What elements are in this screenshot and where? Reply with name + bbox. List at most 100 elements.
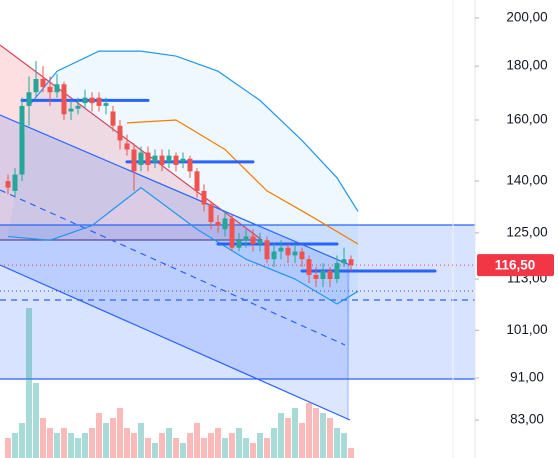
candle-body [5, 181, 11, 188]
y-tick-label: 91,00 [510, 370, 544, 385]
candle-body [222, 218, 228, 230]
candle-body [306, 259, 312, 275]
volume-bar [145, 438, 151, 458]
volume-bar [264, 438, 270, 458]
candle-body [180, 158, 186, 162]
range-box [0, 225, 475, 379]
volume-bar [194, 423, 200, 458]
candle-body [250, 236, 256, 244]
candle-body [334, 263, 340, 280]
candle-body [75, 105, 81, 109]
channel-fill [0, 115, 350, 420]
volume-bar [285, 418, 291, 458]
candle-body [159, 155, 165, 165]
candle-body [320, 270, 326, 280]
candle-body [313, 274, 319, 280]
volume-bar [229, 433, 235, 458]
band-fill [8, 51, 358, 304]
volume-bar [5, 438, 11, 458]
volume-bar [348, 448, 354, 458]
candle-body [173, 155, 179, 165]
volume-bar [26, 308, 32, 458]
trend-line [0, 44, 263, 241]
volume-bar [152, 443, 158, 458]
volume-bar [19, 423, 25, 458]
volume-bar [187, 433, 193, 458]
candle-body [208, 204, 214, 223]
volume-bar [327, 418, 333, 458]
volume-bar [75, 438, 81, 458]
volume-bar [89, 428, 95, 458]
volume-bar [131, 433, 137, 458]
volume-bar [292, 408, 298, 458]
volume-bar [124, 428, 130, 458]
y-tick-label: 83,00 [510, 412, 544, 427]
candle-body [278, 247, 284, 252]
y-tick-label: 180,00 [506, 58, 547, 73]
volume-bar [341, 433, 347, 458]
candle-body [96, 97, 102, 106]
volume-bar [117, 408, 123, 458]
volume-bar [236, 428, 242, 458]
candle-body [152, 155, 158, 162]
volume-bar [222, 438, 228, 458]
candle-body [26, 92, 32, 106]
candle-body [236, 240, 242, 248]
y-tick-label: 140,00 [506, 173, 547, 188]
volume-bar [313, 408, 319, 458]
last-price-label: 116,50 [495, 258, 536, 273]
volume-bar [334, 428, 340, 458]
candle-body [285, 247, 291, 256]
volume-bar [278, 413, 284, 458]
volume-bar [159, 433, 165, 458]
candle-body [138, 152, 144, 165]
volume-bar [306, 403, 312, 458]
volume-bar [138, 423, 144, 458]
candle-body [19, 105, 25, 175]
channel-bottom [0, 264, 351, 421]
volume-bar [166, 428, 172, 458]
volume-bar [12, 433, 18, 458]
candle-body [348, 259, 354, 266]
volume-bar [257, 433, 263, 458]
candle-body [327, 270, 333, 280]
candle-body [131, 149, 137, 172]
candle-body [33, 78, 39, 93]
candle-body [194, 171, 200, 191]
candle-body [187, 158, 193, 172]
last-price-box [477, 254, 554, 277]
volume-bar [110, 418, 116, 458]
candle-body [12, 174, 18, 191]
volume-bar [47, 428, 53, 458]
volume-bar [320, 413, 326, 458]
moving-average [126, 119, 359, 245]
volume-bar [96, 413, 102, 458]
volume-bar [271, 428, 277, 458]
volume-bar [173, 438, 179, 458]
volume-bar [40, 418, 46, 458]
candle-body [40, 78, 46, 87]
candle-body [243, 236, 249, 241]
candle-body [89, 97, 95, 104]
candle-body [124, 143, 130, 150]
y-tick-label: 200,00 [506, 9, 547, 24]
volume-bar [243, 438, 249, 458]
candle-body [292, 251, 298, 256]
volume-bar [82, 433, 88, 458]
candle-body [54, 84, 60, 93]
upper-band [28, 50, 359, 212]
lower-band [7, 186, 359, 305]
candle-body [110, 111, 116, 126]
volume-bar [68, 433, 74, 458]
candle-body [215, 222, 221, 226]
candle-body [47, 86, 53, 93]
axis-bg [476, 0, 558, 458]
candle-body [257, 240, 263, 244]
candle-body [61, 84, 67, 115]
candle-body [68, 108, 74, 112]
candle-body [264, 240, 270, 260]
volume-bar [33, 383, 39, 458]
volume-bar [61, 428, 67, 458]
candle-body [117, 125, 123, 141]
